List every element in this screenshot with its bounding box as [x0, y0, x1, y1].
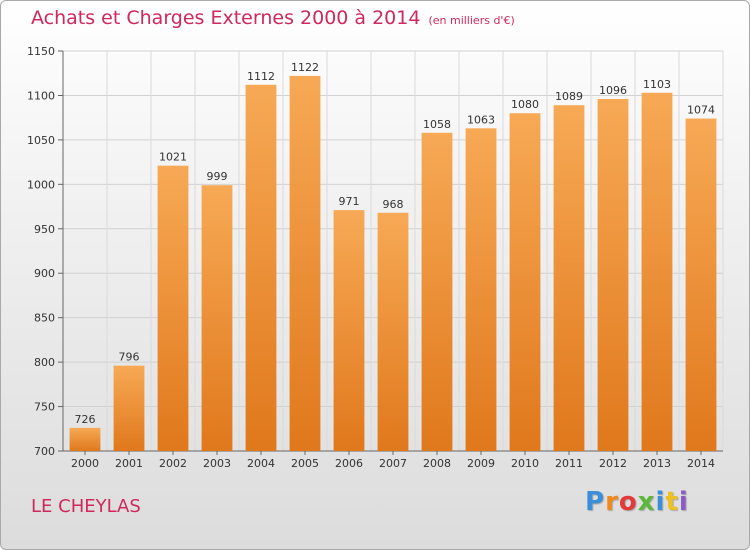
y-tick-label: 850 — [34, 312, 55, 325]
y-tick-label: 1100 — [27, 89, 55, 102]
logo-letter: i — [678, 487, 689, 517]
place-label: LE CHEYLAS — [31, 496, 141, 517]
x-tick-label: 2012 — [599, 457, 627, 470]
x-tick-label: 2010 — [511, 457, 539, 470]
x-tick-label: 2005 — [291, 457, 319, 470]
value-label: 1074 — [687, 104, 715, 117]
bar-2002 — [157, 165, 189, 451]
y-tick-label: 750 — [34, 401, 55, 414]
x-tick-label: 2008 — [423, 457, 451, 470]
value-label: 1112 — [247, 70, 275, 83]
value-label: 796 — [119, 351, 140, 364]
value-label: 971 — [339, 195, 360, 208]
x-tick-label: 2007 — [379, 457, 407, 470]
x-tick-label: 2011 — [555, 457, 583, 470]
bar-2009 — [465, 128, 497, 451]
y-tick-label: 950 — [34, 223, 55, 236]
chart-title-text: Achats et Charges Externes 2000 à 2014 — [31, 7, 421, 29]
y-tick-label: 1000 — [27, 178, 55, 191]
bar-2012 — [597, 99, 629, 451]
value-label: 1021 — [159, 151, 187, 164]
logo-letter: P — [585, 487, 606, 517]
y-tick-label: 900 — [34, 267, 55, 280]
x-tick-label: 2009 — [467, 457, 495, 470]
value-label: 1096 — [599, 84, 627, 97]
x-tick-label: 2014 — [687, 457, 715, 470]
bar-2000 — [69, 427, 101, 451]
value-label: 1080 — [511, 98, 539, 111]
y-tick-label: 1150 — [27, 45, 55, 58]
bar-2008 — [421, 132, 453, 451]
value-label: 1063 — [467, 113, 495, 126]
x-tick-label: 2002 — [159, 457, 187, 470]
proxiti-logo[interactable]: Proxiti — [585, 487, 689, 517]
y-tick-label: 700 — [34, 445, 55, 458]
logo-letter: x — [637, 487, 656, 517]
bar-2004 — [245, 84, 277, 452]
value-label: 999 — [207, 170, 228, 183]
bar-2011 — [553, 105, 585, 451]
bar-2001 — [113, 365, 145, 451]
bars — [69, 75, 717, 452]
x-tick-label: 2013 — [643, 457, 671, 470]
bar-2010 — [509, 113, 541, 451]
logo-letter: i — [655, 487, 666, 517]
value-label: 1058 — [423, 118, 451, 131]
y-tick-label: 800 — [34, 356, 55, 369]
tick-labels: 700 750 800 850 900 950 1000 1050 1100 1150 2000 20… — [27, 45, 715, 470]
bar-2013 — [641, 92, 673, 452]
value-label: 1089 — [555, 90, 583, 103]
bar-2007 — [377, 212, 409, 451]
logo-letter: o — [618, 487, 638, 517]
x-tick-label: 2000 — [71, 457, 99, 470]
x-tick-label: 2001 — [115, 457, 143, 470]
bar-2006 — [333, 210, 365, 451]
bar-2005 — [289, 75, 321, 451]
value-labels: 726 796 1021 999 1112 1122 971 968 1058 1063 1080 1… — [75, 61, 716, 426]
value-label: 726 — [75, 413, 96, 426]
value-label: 968 — [383, 198, 404, 211]
x-tick-label: 2003 — [203, 457, 231, 470]
chart-unit-label: (en milliers d'€) — [428, 14, 515, 27]
bar-2003 — [201, 185, 233, 451]
y-tick-label: 1050 — [27, 134, 55, 147]
x-tick-label: 2006 — [335, 457, 363, 470]
value-label: 1103 — [643, 78, 671, 91]
logo-letter: r — [605, 487, 619, 517]
chart-title: Achats et Charges Externes 2000 à 2014 (e… — [31, 7, 515, 29]
value-label: 1122 — [291, 61, 319, 74]
x-tick-label: 2004 — [247, 457, 275, 470]
bar-2014 — [685, 118, 717, 452]
logo-letter: t — [665, 487, 679, 517]
